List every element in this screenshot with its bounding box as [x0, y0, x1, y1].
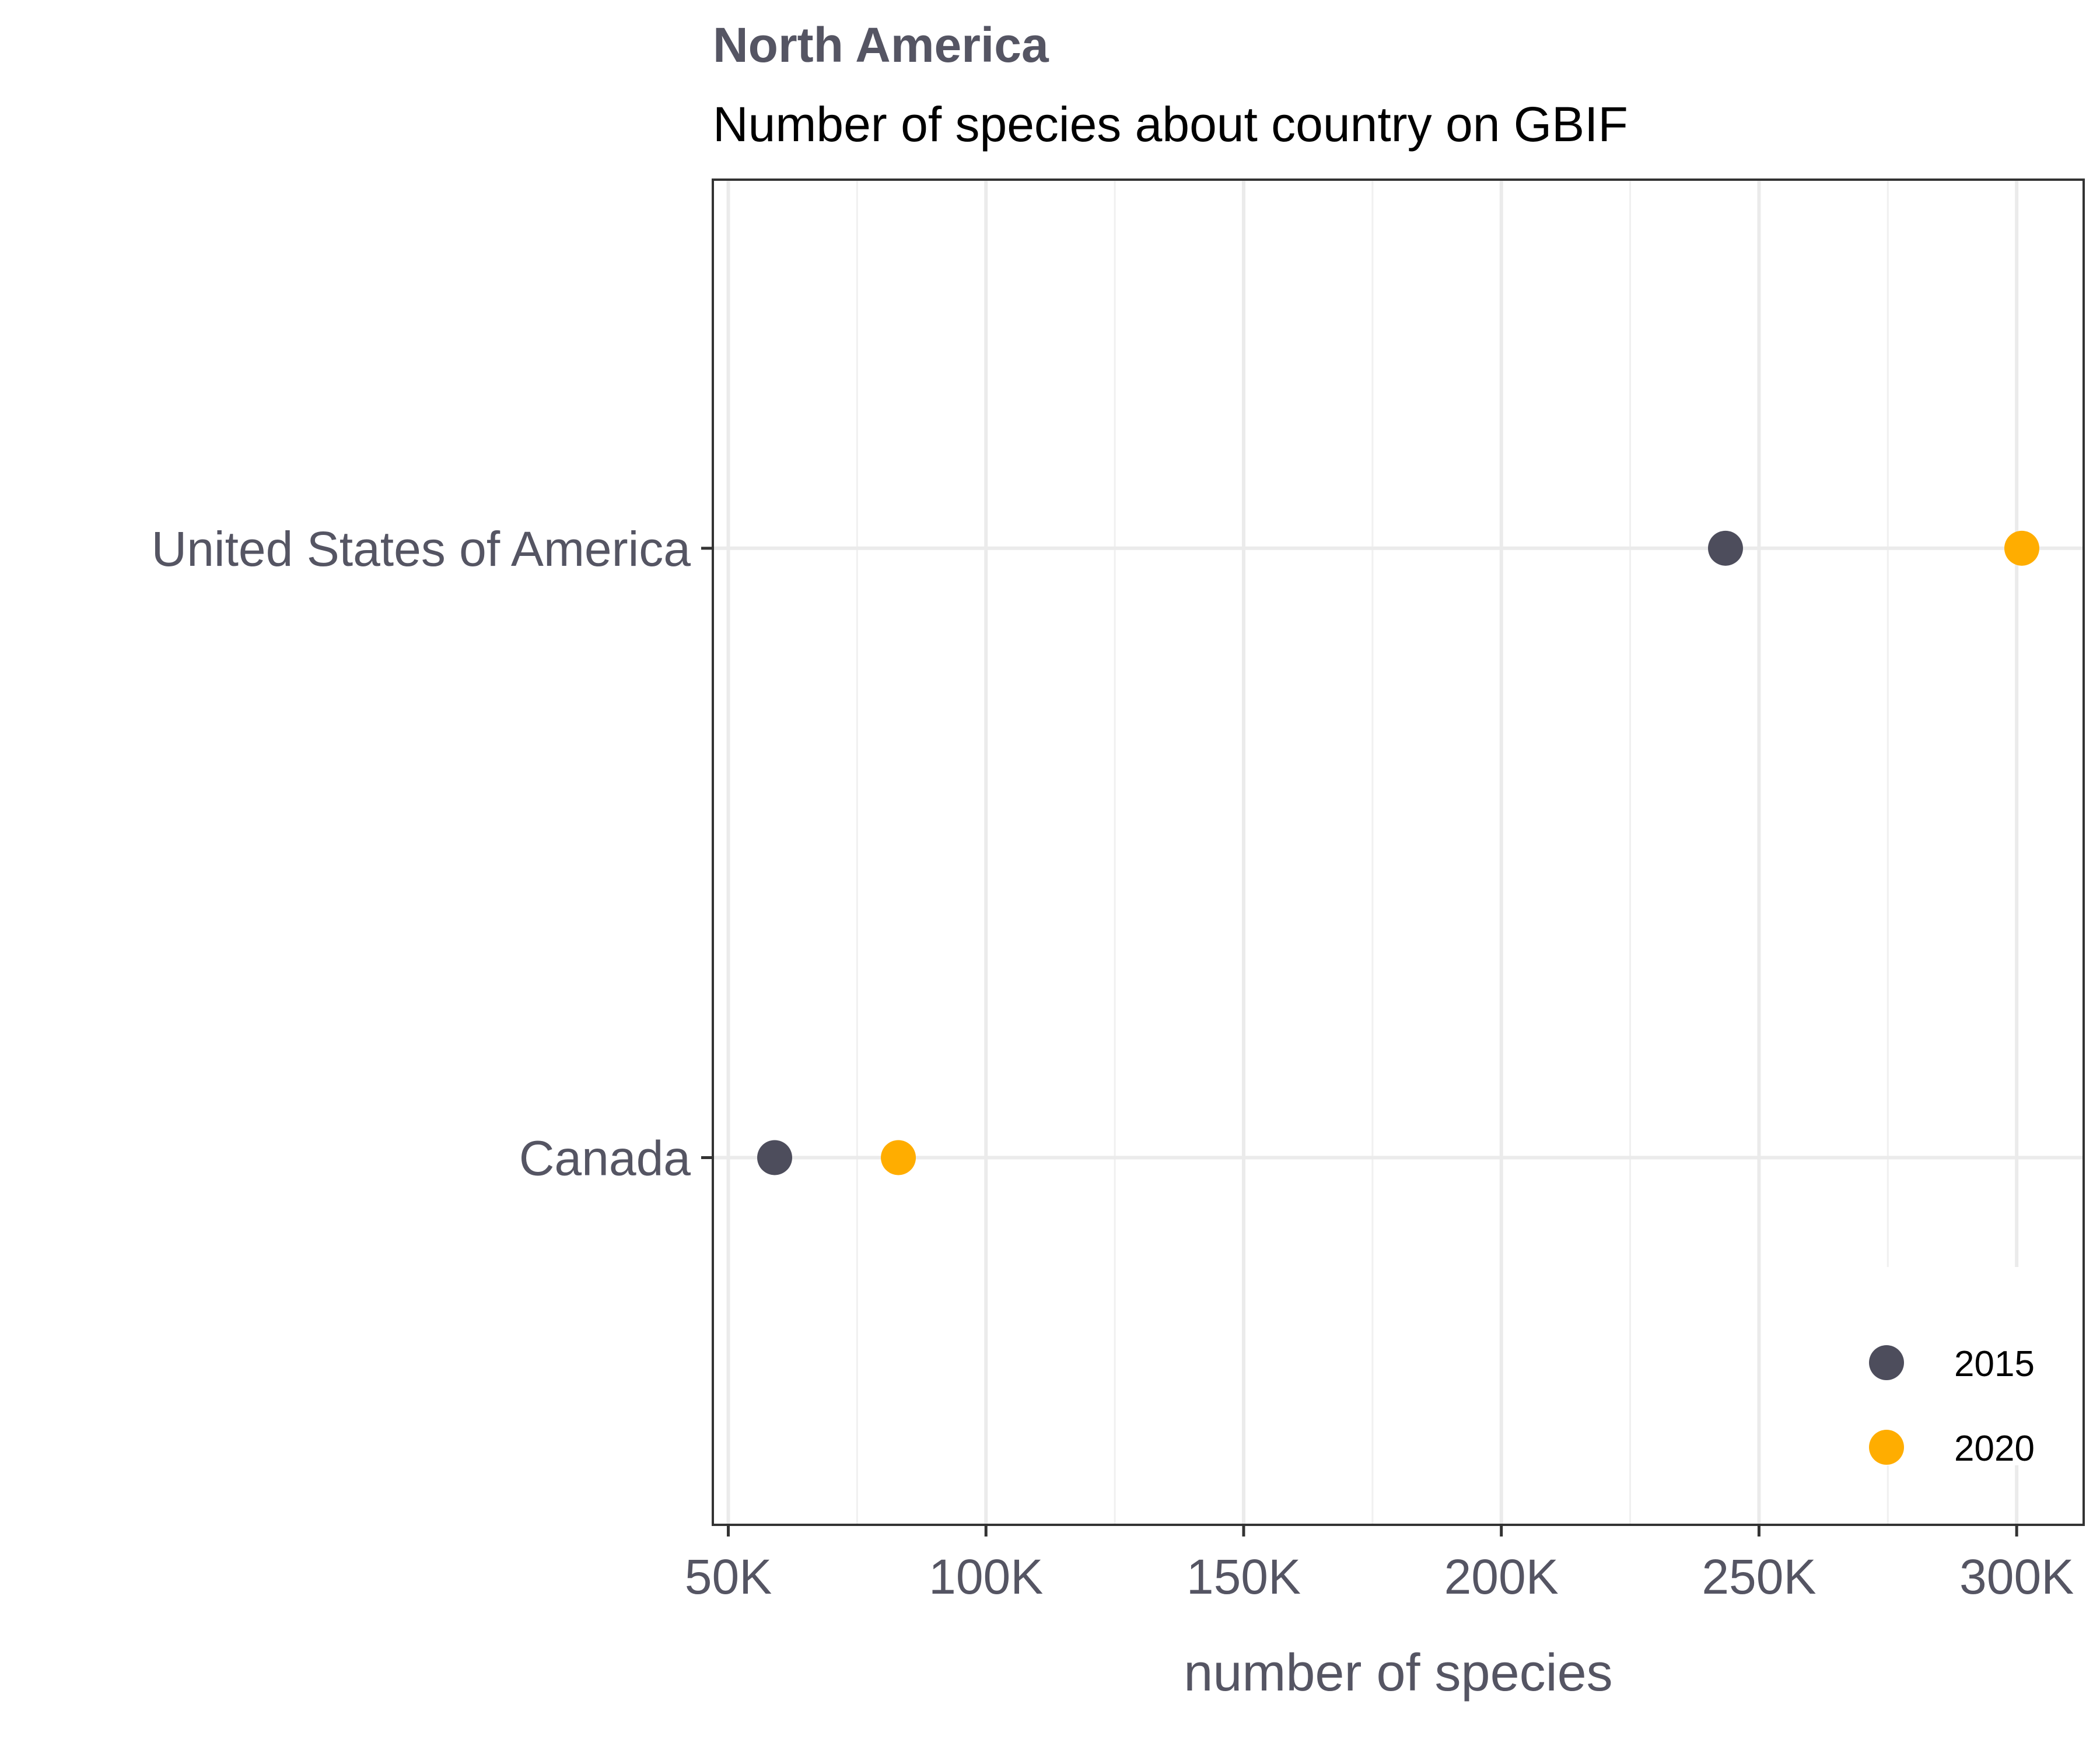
x-axis: 50K 100K 150K 200K 250K 300K: [685, 1525, 2074, 1604]
x-tick-label: 150K: [1186, 1549, 1301, 1604]
legend-key-2015: [1869, 1345, 1904, 1380]
legend: 2015 2020: [1849, 1267, 2071, 1469]
plot-panel: [712, 178, 2085, 1526]
x-tick-label: 50K: [685, 1549, 772, 1604]
y-tick-label: United States of America: [152, 522, 691, 576]
data-points: [757, 530, 2039, 1175]
y-axis: Canada United States of America: [152, 522, 713, 1185]
data-point-2020: [2004, 530, 2039, 566]
data-point-2020: [881, 1140, 916, 1175]
data-point-2015: [757, 1140, 793, 1175]
x-tick-label: 250K: [1702, 1549, 1816, 1604]
chart-title: North America: [713, 18, 1049, 72]
legend-key-2020: [1869, 1430, 1904, 1465]
panel-border: [712, 178, 2085, 1526]
y-tick-label: Canada: [519, 1130, 691, 1185]
chart-subtitle: Number of species about country on GBIF: [713, 97, 1628, 152]
legend-label: 2020: [1954, 1429, 2035, 1469]
x-tick-label: 200K: [1444, 1549, 1559, 1604]
x-tick-label: 100K: [929, 1549, 1043, 1604]
x-axis-title: number of species: [1184, 1644, 1612, 1702]
x-tick-label: 300K: [1959, 1549, 2074, 1604]
data-point-2015: [1707, 530, 1743, 566]
grid-lines: [713, 180, 2084, 1525]
legend-label: 2015: [1954, 1344, 2035, 1384]
